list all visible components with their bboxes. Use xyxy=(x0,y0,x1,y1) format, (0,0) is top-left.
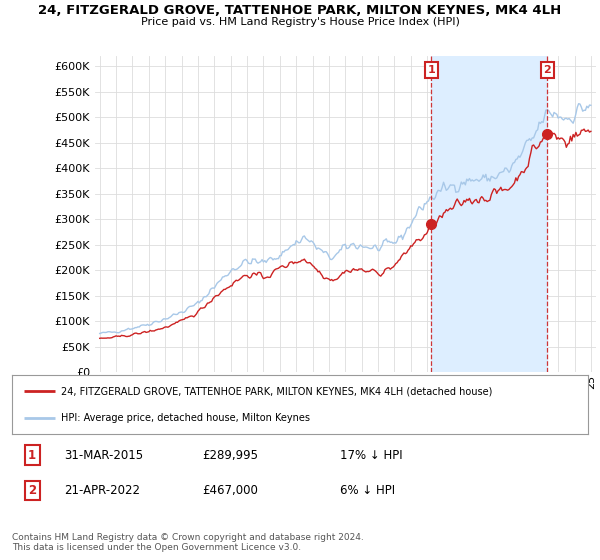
Text: 21-APR-2022: 21-APR-2022 xyxy=(64,484,140,497)
Text: HPI: Average price, detached house, Milton Keynes: HPI: Average price, detached house, Milt… xyxy=(61,413,310,423)
Text: 31-MAR-2015: 31-MAR-2015 xyxy=(64,449,143,462)
Text: 24, FITZGERALD GROVE, TATTENHOE PARK, MILTON KEYNES, MK4 4LH (detached house): 24, FITZGERALD GROVE, TATTENHOE PARK, MI… xyxy=(61,386,493,396)
Text: £289,995: £289,995 xyxy=(202,449,258,462)
Text: 24, FITZGERALD GROVE, TATTENHOE PARK, MILTON KEYNES, MK4 4LH: 24, FITZGERALD GROVE, TATTENHOE PARK, MI… xyxy=(38,4,562,17)
Bar xyxy=(431,56,547,372)
Text: This data is licensed under the Open Government Licence v3.0.: This data is licensed under the Open Gov… xyxy=(12,543,301,552)
Text: 1: 1 xyxy=(427,65,435,75)
Text: 6% ↓ HPI: 6% ↓ HPI xyxy=(340,484,395,497)
Text: 2: 2 xyxy=(543,65,551,75)
Text: 1: 1 xyxy=(28,449,36,462)
Text: 2: 2 xyxy=(28,484,36,497)
Text: £467,000: £467,000 xyxy=(202,484,258,497)
Text: 17% ↓ HPI: 17% ↓ HPI xyxy=(340,449,403,462)
Text: Price paid vs. HM Land Registry's House Price Index (HPI): Price paid vs. HM Land Registry's House … xyxy=(140,17,460,27)
Text: Contains HM Land Registry data © Crown copyright and database right 2024.: Contains HM Land Registry data © Crown c… xyxy=(12,533,364,542)
